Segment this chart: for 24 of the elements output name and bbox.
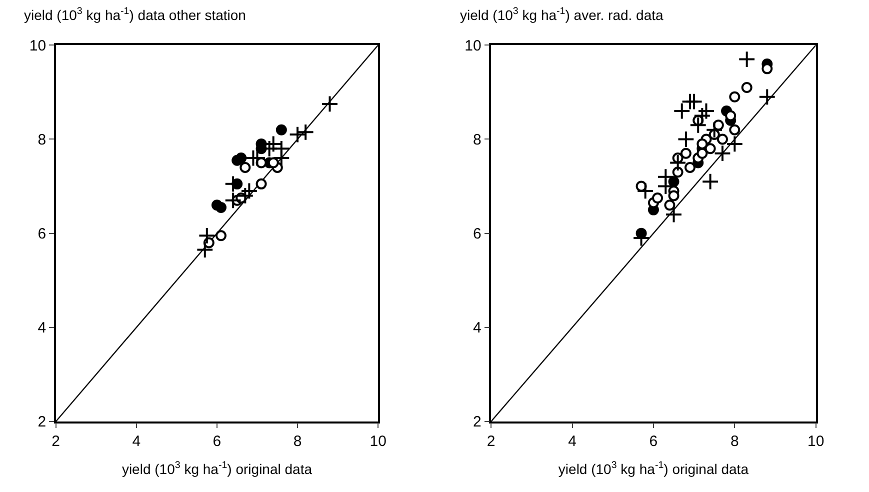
chart-title: yield (10$^{3}$ kg ha$^{-1}$) data other station [24,6,246,23]
x-tick-label: 8 [730,433,739,450]
y-tick-label: 10 [29,37,46,54]
x-tick-label: 6 [649,433,658,450]
x-tick-label: 2 [486,433,496,450]
y-tick-label: 8 [472,131,482,148]
chart-title: yield (10$^{3}$ kg ha$^{-1}$) aver. rad. data [460,6,664,23]
x-tick-label: 4 [568,433,576,450]
x-tick-label: 2 [52,433,60,450]
y-tick-label: 6 [38,226,46,243]
y-tick-label: 10 [464,37,482,54]
x-tick-label: 4 [132,433,141,450]
y-tick-label: 2 [472,414,482,431]
x-axis-title: yield (10$^{3}$ kg ha$^{-1}$) original data [122,460,312,478]
x-tick-label: 10 [370,433,386,450]
x-tick-label: 6 [212,433,222,450]
y-tick-label: 4 [38,320,46,337]
y-tick-label: 4 [472,320,482,337]
y-tick-label: 6 [472,226,482,243]
x-tick-label: 8 [293,433,302,450]
x-tick-label: 10 [808,433,824,450]
y-tick-label: 2 [38,414,46,431]
x-axis-title: yield (10$^{3}$ kg ha$^{-1}$) original data [558,460,749,478]
y-tick-label: 8 [38,131,46,148]
